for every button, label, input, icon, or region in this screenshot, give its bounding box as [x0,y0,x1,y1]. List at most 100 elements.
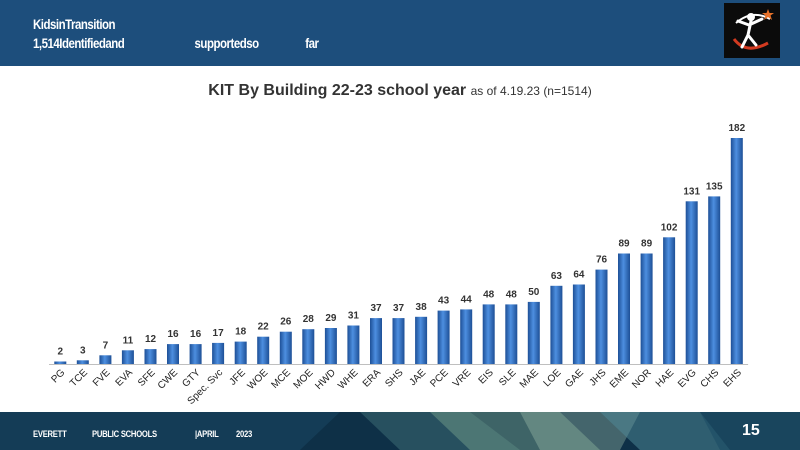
bar-gty [189,344,202,364]
data-label: 182 [728,123,745,134]
data-label: 38 [416,302,428,313]
x-tick-label: EVA [114,367,136,389]
x-tick-label: JAE [407,367,428,388]
x-tick-label: TCE [68,367,90,389]
data-label: 89 [641,239,653,250]
kit-logo-icon [732,9,774,50]
data-label: 7 [103,340,109,351]
bar-jfe [234,341,247,364]
bar-evg [685,201,698,364]
x-tick-label: GAE [563,367,586,390]
x-tick-label: VRE [451,367,474,390]
data-label: 48 [506,289,518,300]
bar-era [370,318,382,364]
bar-tce [76,360,89,364]
bar-sle [505,304,518,364]
data-label: 43 [438,296,450,307]
data-label: 63 [551,271,563,282]
chart-title-main: KIT By Building 22-23 school year [208,82,467,99]
bar-whe [347,325,360,364]
data-label: 29 [325,313,337,324]
x-tick-label: CWE [156,367,181,392]
data-label: 17 [213,328,225,339]
bar-chs [708,196,721,364]
bar-shs [392,318,405,364]
x-tick-label: PCE [428,367,451,390]
bar-woe [257,336,270,364]
data-label: 11 [123,335,134,346]
x-tick-label: MOE [292,367,316,391]
bar-pce [437,310,450,364]
data-label: 18 [235,327,247,338]
data-label: 2 [58,347,64,358]
bar-mce [279,331,292,364]
data-label: 89 [618,239,630,250]
x-tick-label: EIS [477,367,496,386]
bar-hwd [324,328,337,364]
data-label: 44 [461,294,473,305]
footer-month: |APRIL [195,429,219,439]
data-label: 76 [596,255,608,266]
page-number: 15 [742,422,760,439]
bar-pg [54,361,67,364]
x-tick-label: SFE [136,367,158,389]
bar-sfe [144,349,157,364]
data-label: 31 [348,311,360,322]
data-label: 48 [483,289,495,300]
bar-moe [302,329,315,364]
x-tick-label: LOE [542,367,564,389]
x-tick-label: SLE [497,367,518,388]
bar-loe [550,285,563,364]
bar-gae [572,284,585,364]
x-tick-label: EVG [676,367,699,390]
bar-nor [640,253,653,364]
x-tick-label: PG [49,367,67,385]
x-tick-label: MAE [518,367,541,390]
footer-bar: EVERETT PUBLIC SCHOOLS |APRIL 2023 15 [0,412,800,450]
x-tick-label: ERA [361,367,384,390]
footer-decoration [0,412,800,450]
footer-year: 2023 [236,429,253,439]
bar-eis [482,304,495,364]
data-label: 37 [393,303,405,314]
x-tick-label: WOE [246,367,271,392]
header-banner: KidsinTransition 1,514Identifiedand supp… [0,0,800,66]
bar-eva [121,350,134,364]
data-label: 16 [167,329,179,340]
x-tick-label: FVE [91,367,113,389]
bar-cwe [167,344,179,364]
x-tick-label: WHE [336,367,361,392]
header-subtitle-part1: 1,514Identifiedand [33,35,125,51]
data-label: 12 [145,334,157,345]
x-tick-label: JHS [587,367,608,388]
chart-title: KIT By Building 22-23 school year as of … [0,82,800,100]
data-label: 26 [280,317,292,328]
bar-jae [415,316,428,364]
data-label: 37 [370,303,382,314]
bar-hae [663,237,676,364]
data-label: 3 [80,345,86,356]
x-tick-label: EME [608,367,631,390]
bar-spec-svc [212,342,225,364]
footer-org-2: PUBLIC SCHOOLS [92,429,157,439]
x-tick-label: CHS [699,367,722,390]
x-tick-label: MCE [269,367,293,391]
x-tick-label: HWD [313,367,338,392]
data-label: 50 [528,287,540,298]
bar-fve [99,355,112,364]
header-subtitle-part2: supportedso [194,35,260,51]
bar-ehs [730,138,743,364]
data-label: 22 [258,322,270,333]
data-label: 64 [573,270,585,281]
data-label: 16 [190,329,202,340]
bar-mae [527,301,540,364]
x-tick-label: EHS [722,367,745,390]
data-label: 135 [706,181,723,192]
x-tick-label: HAE [654,367,677,390]
bar-vre [460,309,473,364]
bar-jhs [595,269,608,364]
data-label: 102 [661,222,678,233]
data-label: 131 [683,186,700,197]
footer-org-1: EVERETT [33,429,67,439]
